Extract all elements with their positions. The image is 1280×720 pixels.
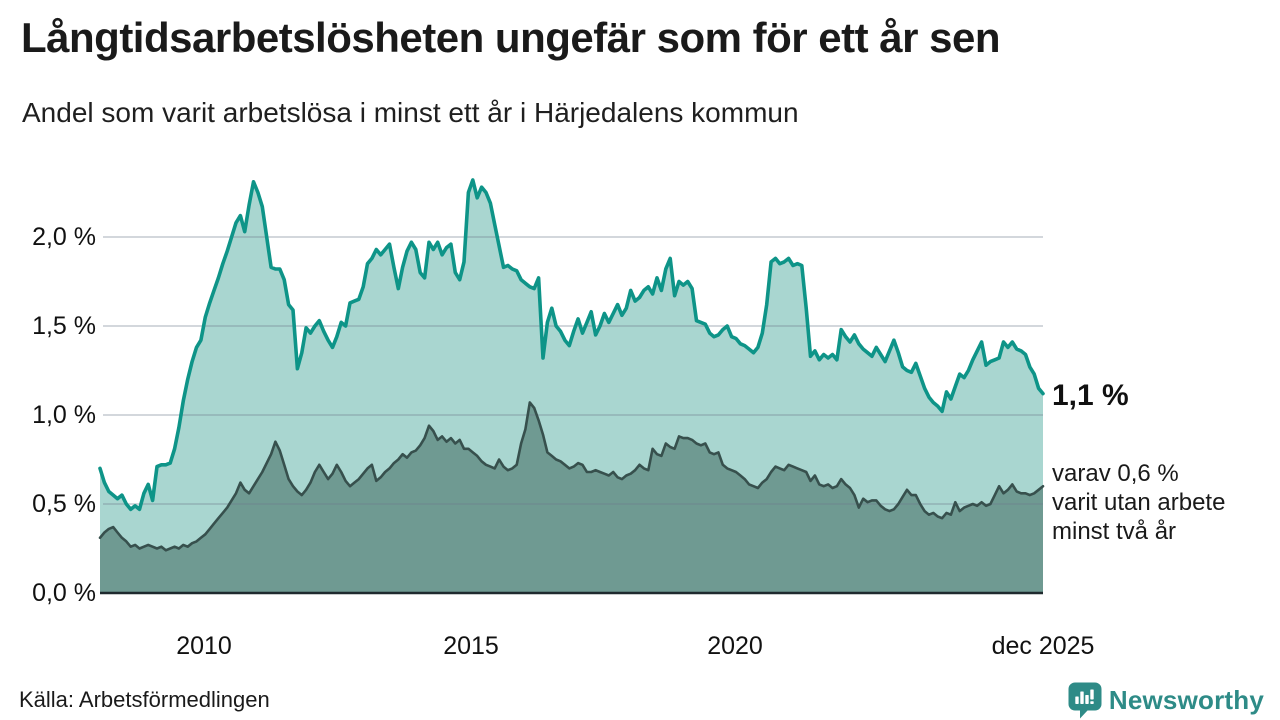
series-line-one-year (98, 178, 1045, 512)
y-tick-label: 2,0 % (32, 223, 96, 251)
x-tick-label: dec 2025 (991, 632, 1095, 660)
series-line-two-years (98, 401, 1045, 552)
gridlines (103, 236, 1043, 505)
secondary-value-line: minst två år (1052, 518, 1177, 545)
x-tick-label: 2010 (176, 632, 232, 660)
y-tick-label: 1,5 % (32, 312, 96, 340)
source-credit: Källa: Arbetsförmedlingen (19, 687, 270, 712)
x-tick-label: 2015 (443, 632, 499, 660)
y-tick-label: 1,0 % (32, 401, 96, 429)
newsworthy-brand: Newsworthy (1068, 682, 1264, 719)
y-tick-label: 0,0 % (32, 579, 96, 607)
area-fill-two-years (100, 402, 1043, 593)
page-title: Långtidsarbetslösheten ungefär som för e… (21, 14, 1001, 61)
y-tick-label: 0,5 % (32, 490, 96, 518)
newsworthy-wordmark: Newsworthy (1108, 685, 1264, 715)
secondary-value-line: varav 0,6 % (1052, 460, 1179, 487)
secondary-value-label: varav 0,6 % varit utan arbete minst två … (1052, 459, 1225, 546)
latest-value-label: 1,1 % (1052, 379, 1129, 412)
secondary-value-line: varit utan arbete (1052, 489, 1226, 516)
page-subtitle: Andel som varit arbetslösa i minst ett å… (22, 97, 799, 128)
newsworthy-logo-icon (1068, 682, 1102, 719)
x-tick-label: 2020 (707, 632, 763, 660)
